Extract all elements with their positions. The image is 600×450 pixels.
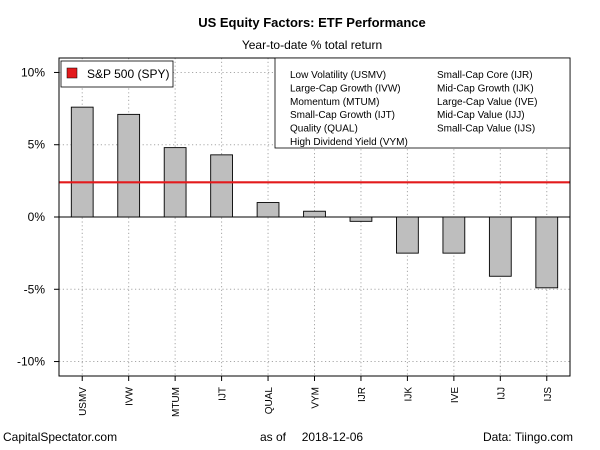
bar-ijj	[488, 216, 512, 277]
x-tick-label: IJT	[218, 387, 229, 401]
legend-entry: Momentum (MTUM)	[290, 97, 379, 108]
legend-entry: Quality (QUAL)	[290, 124, 358, 135]
legend-entry: Low Volatility (USMV)	[290, 70, 386, 81]
y-tick-label: 0%	[28, 210, 46, 224]
x-tick-label: IJR	[357, 387, 368, 402]
x-tick-label: VYM	[311, 387, 322, 409]
footer-source: CapitalSpectator.com	[3, 430, 118, 444]
legend-etfs: Low Volatility (USMV) Large-Cap Growth (I…	[274, 57, 571, 149]
footer-as-of: as of 2018-12-06	[260, 430, 363, 444]
bar-ijt	[210, 154, 233, 218]
bar-ijr	[349, 216, 373, 222]
legend-entry: Small-Cap Core (IJR)	[437, 70, 533, 81]
legend-etfs-box	[274, 57, 571, 149]
bar-ive	[442, 216, 466, 254]
legend-entry: Large-Cap Value (IVE)	[437, 97, 537, 108]
legend-entry: Small-Cap Growth (IJT)	[290, 110, 395, 121]
x-tick-label: IJK	[403, 387, 414, 402]
y-tick-label: 5%	[28, 138, 46, 152]
legend-spy-swatch	[66, 67, 78, 79]
bar-qual	[256, 202, 280, 218]
x-tick-label: IVW	[125, 386, 136, 405]
x-tick-label: MTUM	[171, 387, 182, 417]
legend-entry: Small-Cap Value (IJS)	[437, 124, 535, 135]
y-tick-label: -10%	[17, 355, 45, 369]
legend-spy-box	[60, 60, 174, 88]
x-tick-label: IVE	[450, 387, 461, 403]
y-tick-label: 10%	[21, 65, 45, 79]
bar-usmv	[70, 106, 94, 218]
x-tick-label: IJS	[543, 387, 554, 402]
x-tick-label: USMV	[78, 387, 89, 416]
bar-ijs	[535, 216, 559, 289]
legend-entry: Mid-Cap Growth (IJK)	[437, 83, 534, 94]
y-axis: 10% 5% 0% -5% -10%	[17, 65, 59, 369]
x-axis: USMV IVW MTUM IJT QUAL VYM IJR IJK IVE IJJ IJS	[78, 376, 554, 417]
footer-as-of-label: as of	[260, 430, 287, 444]
y-tick-label: -5%	[24, 282, 46, 296]
legend-spy: S&P 500 (SPY)	[60, 60, 174, 88]
chart-subtitle: Year-to-date % total return	[242, 38, 382, 52]
legend-spy-label: S&P 500 (SPY)	[87, 67, 170, 81]
legend-entry: Mid-Cap Value (IJJ)	[437, 110, 525, 121]
x-tick-label: QUAL	[264, 387, 275, 415]
footer-data-credit: Data: Tiingo.com	[482, 430, 573, 444]
legend-entry: High Dividend Yield (VYM)	[290, 137, 408, 148]
bar-vym	[303, 210, 326, 218]
bar-ijk	[396, 216, 419, 254]
footer-as-of-date: 2018-12-06	[301, 430, 364, 444]
bar-ivw	[117, 113, 141, 218]
chart-title: US Equity Factors: ETF Performance	[198, 15, 426, 30]
legend-entry: Large-Cap Growth (IVW)	[290, 83, 401, 94]
x-tick-label: IJJ	[496, 387, 507, 400]
